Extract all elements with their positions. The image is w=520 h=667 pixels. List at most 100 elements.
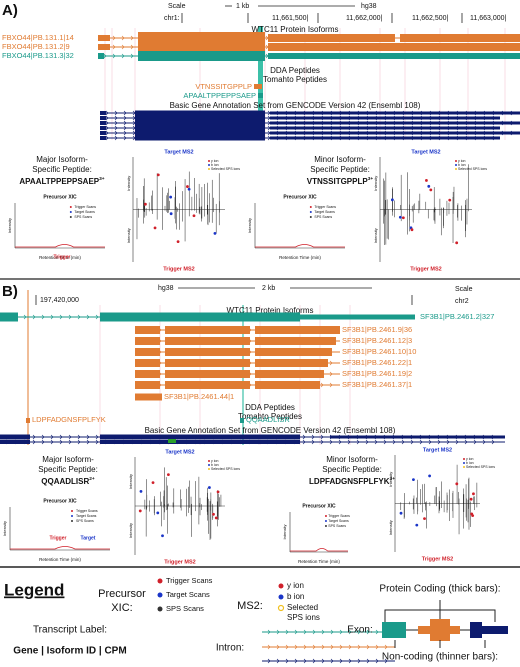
axis-label: Retention Time (min) — [298, 559, 340, 564]
block — [478, 626, 508, 634]
legend-dot — [71, 520, 73, 522]
strand-arrow — [114, 125, 118, 131]
peptide-block — [254, 84, 262, 89]
legend-dot — [463, 458, 465, 460]
block — [470, 622, 482, 638]
charge: 3+ — [389, 476, 395, 482]
peptide: LDPFADGNSFPLFYK3+ — [309, 476, 395, 486]
label: Selected SPS ions — [211, 167, 240, 171]
transcript-exon — [300, 314, 415, 320]
strand-arrow — [114, 135, 118, 141]
strand-arrow — [130, 35, 134, 41]
track-title: DDA Peptides — [245, 403, 295, 412]
gencode-transcript-exon — [135, 135, 265, 141]
highlight-band — [258, 26, 263, 112]
peptide-heading: Minor Isoform- — [314, 155, 366, 164]
strand-arrow — [339, 629, 343, 635]
ion-marker — [208, 486, 211, 489]
strand-arrow — [437, 439, 441, 445]
transcript-label: FBXO44|PB.131.1|14 — [2, 33, 74, 42]
strand-arrow — [357, 658, 361, 664]
gencode-transcript-exon — [270, 116, 500, 120]
transcript-exon — [165, 381, 250, 389]
strand-arrow — [130, 44, 134, 50]
transcript-label: FBXO44|PB.131.3|32 — [2, 51, 74, 60]
ion-marker — [399, 511, 403, 515]
legend-dot — [157, 578, 163, 584]
plot-title: Precursor XIC — [283, 194, 317, 200]
ion-marker — [138, 509, 142, 513]
strand-arrow — [365, 439, 369, 445]
strand-arrow — [121, 53, 125, 59]
peptide-block — [26, 418, 30, 423]
plot-title: Target MS2 — [423, 447, 452, 453]
label: Precursor — [98, 588, 146, 600]
strand-arrow — [401, 439, 405, 445]
strand-arrow — [121, 44, 125, 50]
label: Protein Coding (thick bars): — [379, 584, 500, 595]
strand-arrow — [112, 35, 116, 41]
peptide-sequence: APAALTPPEPPSAEP — [19, 177, 99, 186]
strand-arrow — [95, 314, 99, 320]
transcript-exon — [255, 326, 340, 334]
peptide-sequence: LDPFADGNSFPLFYK — [309, 477, 390, 486]
axis-label: Intensity — [373, 228, 378, 243]
track-title: Tomahto Peptides — [238, 412, 302, 421]
transcript-exon — [135, 337, 160, 345]
gencode-transcript-exon — [100, 440, 300, 444]
label: y ion — [211, 459, 218, 463]
plot-title: Trigger MS2 — [410, 266, 441, 272]
strand-arrow — [329, 439, 333, 445]
gencode-transcript-exon — [270, 136, 500, 140]
peptide: QQAADLISR2+ — [41, 476, 95, 486]
label: b ion — [458, 163, 466, 167]
plot-title: Target MS2 — [165, 449, 194, 455]
strand-arrow — [375, 644, 379, 650]
strand-arrow — [338, 439, 342, 445]
legend-dot — [208, 464, 210, 466]
transcript-exon — [98, 35, 110, 41]
gencode-transcript-exon — [270, 111, 520, 115]
ion-marker — [410, 228, 414, 232]
strand-arrow — [482, 439, 486, 445]
transcript-exon — [165, 370, 250, 378]
label: Selected SPS ions — [466, 465, 495, 469]
strand-arrow — [77, 439, 81, 445]
peptide-heading: Major Isoform- — [36, 155, 88, 164]
transcript-exon — [135, 348, 160, 356]
transcript-exon — [268, 34, 395, 42]
strand-arrow — [312, 644, 316, 650]
ion-marker — [186, 185, 189, 188]
label: 197,420,000 — [40, 297, 79, 304]
strand-arrow — [121, 35, 125, 41]
legend-dot — [324, 520, 327, 522]
strand-arrow — [123, 120, 127, 126]
peptide-heading: Specific Peptide: — [310, 165, 370, 174]
transcript-exon — [400, 34, 520, 42]
legend-dot — [277, 604, 285, 612]
ion-marker — [472, 492, 475, 496]
axis-label: Intensity — [128, 474, 133, 489]
strand-arrow — [95, 434, 99, 440]
transcript-exon — [255, 359, 328, 367]
strand-arrow — [114, 115, 118, 121]
axis-label: Intensity — [388, 472, 393, 487]
label: b ion — [211, 463, 219, 467]
label: chr1: — [164, 15, 180, 22]
strand-arrow — [375, 658, 379, 664]
legend-dot — [455, 160, 457, 162]
strand-arrow — [32, 434, 36, 440]
strand-arrow — [114, 110, 118, 116]
legend-dot — [69, 206, 72, 208]
gencode-transcript-exon — [0, 440, 30, 444]
track-title: Tomahto Peptides — [263, 75, 327, 84]
ion-marker — [151, 481, 155, 485]
label: y ion — [458, 159, 465, 163]
label: hg38 — [361, 3, 377, 10]
strand-arrow — [114, 120, 118, 126]
strand-arrow — [410, 439, 414, 445]
legend-dot — [309, 211, 312, 213]
strand-arrow — [41, 439, 45, 445]
peptide-block — [258, 93, 263, 98]
label: Selected — [287, 603, 318, 612]
